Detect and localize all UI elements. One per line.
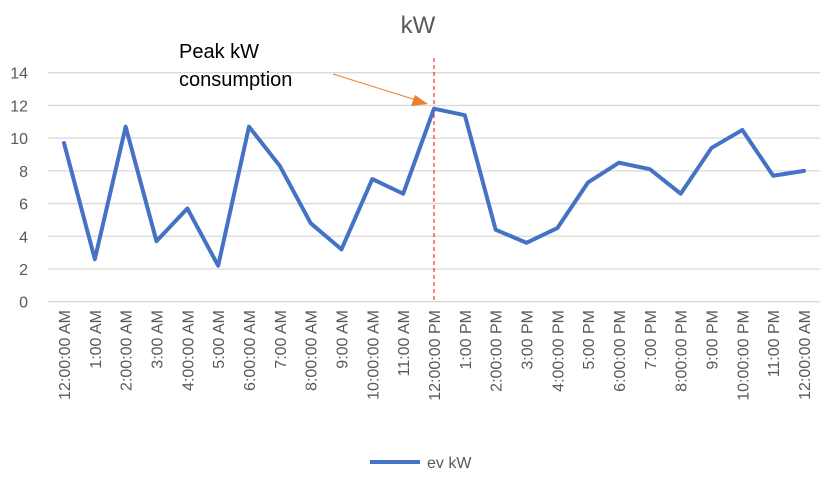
x-tick-label: 1:00 PM <box>458 310 475 370</box>
x-tick-label: 9:00 AM <box>335 310 352 369</box>
x-tick-label: 7:00 PM <box>643 310 660 370</box>
x-tick-label: 3:00 PM <box>520 310 537 370</box>
legend-label: ev kW <box>427 455 472 472</box>
x-tick-label: 3:00 AM <box>150 310 167 369</box>
y-tick-label: 10 <box>10 131 28 148</box>
x-tick-label: 2:00:00 AM <box>119 310 136 391</box>
x-tick-label: 12:00:00 PM <box>427 310 444 401</box>
y-tick-label: 12 <box>10 98 28 115</box>
x-tick-label: 12:00:00 AM <box>797 310 814 400</box>
x-tick-label: 10:00:00 PM <box>735 310 752 401</box>
y-tick-label: 2 <box>19 262 28 279</box>
x-tick-label: 11:00 PM <box>766 310 783 377</box>
x-tick-label: 7:00 AM <box>273 310 290 369</box>
y-tick-label: 4 <box>19 229 28 246</box>
x-tick-label: 12:00:00 AM <box>57 310 74 400</box>
y-tick-label: 14 <box>10 66 28 83</box>
annotation-arrow <box>333 74 416 100</box>
x-tick-label: 8:00:00 AM <box>304 310 321 391</box>
x-tick-label: 5:00 AM <box>211 310 228 369</box>
y-tick-label: 0 <box>19 295 28 312</box>
x-tick-label: 9:00 PM <box>705 310 722 370</box>
y-tick-label: 6 <box>19 197 28 214</box>
x-tick-label: 5:00 PM <box>581 310 598 370</box>
x-tick-label: 11:00 AM <box>396 310 413 376</box>
chart-title: kW <box>401 12 436 39</box>
x-tick-label: 10:00:00 AM <box>365 310 382 400</box>
x-tick-label: 4:00:00 PM <box>550 310 567 392</box>
arrowhead-icon <box>411 95 428 106</box>
x-tick-label: 8:00:00 PM <box>674 310 691 392</box>
x-tick-label: 1:00 AM <box>88 310 105 369</box>
annotation-text: consumption <box>179 69 292 91</box>
x-tick-label: 6:00:00 AM <box>242 310 259 391</box>
x-tick-label: 6:00:00 PM <box>612 310 629 392</box>
y-tick-label: 8 <box>19 164 28 181</box>
x-tick-label: 4:00:00 AM <box>180 310 197 391</box>
annotation-text: Peak kW <box>179 41 259 63</box>
x-tick-label: 2:00:00 PM <box>489 310 506 392</box>
